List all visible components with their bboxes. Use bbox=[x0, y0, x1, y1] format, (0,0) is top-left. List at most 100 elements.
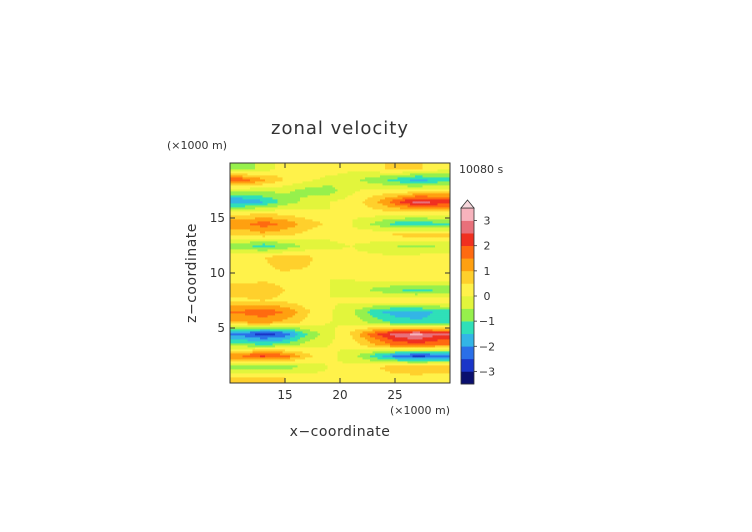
heatmap-cell bbox=[267, 309, 271, 312]
heatmap-cell bbox=[357, 273, 361, 276]
heatmap-cell bbox=[232, 291, 236, 294]
heatmap-cell bbox=[235, 281, 238, 284]
heatmap-cell bbox=[332, 349, 336, 352]
heatmap-cell bbox=[327, 345, 331, 348]
heatmap-cell bbox=[427, 311, 431, 314]
heatmap-cell bbox=[435, 307, 438, 310]
heatmap-cell bbox=[237, 291, 241, 294]
heatmap-cell bbox=[307, 313, 311, 316]
heatmap-cell bbox=[377, 359, 381, 362]
heatmap-cell bbox=[242, 297, 246, 300]
heatmap-cell bbox=[280, 375, 283, 378]
heatmap-cell bbox=[292, 279, 296, 282]
heatmap-cell bbox=[252, 271, 256, 274]
heatmap-cell bbox=[300, 275, 303, 278]
heatmap-cell bbox=[372, 375, 376, 378]
heatmap-cell bbox=[330, 273, 333, 276]
heatmap-cell bbox=[335, 271, 338, 274]
heatmap-cell bbox=[422, 277, 426, 280]
heatmap-cell bbox=[437, 333, 441, 336]
heatmap-cell bbox=[262, 329, 266, 332]
heatmap-cell bbox=[275, 307, 278, 310]
heatmap-cell bbox=[365, 293, 368, 296]
heatmap-cell bbox=[332, 301, 336, 304]
heatmap-cell bbox=[375, 319, 378, 322]
heatmap-cell bbox=[310, 279, 313, 282]
heatmap-cell bbox=[407, 365, 411, 368]
heatmap-cell bbox=[372, 355, 376, 358]
heatmap-cell bbox=[375, 301, 378, 304]
heatmap-cell bbox=[317, 299, 321, 302]
heatmap-cell bbox=[230, 371, 233, 374]
heatmap-cell bbox=[317, 291, 321, 294]
heatmap-cell bbox=[270, 333, 273, 336]
heatmap-cell bbox=[272, 313, 276, 316]
heatmap-cell bbox=[410, 345, 413, 348]
heatmap-cell bbox=[357, 275, 361, 278]
heatmap-cell bbox=[370, 309, 373, 312]
heatmap-cell bbox=[387, 327, 391, 330]
heatmap-cell bbox=[445, 333, 448, 336]
heatmap-cell bbox=[290, 337, 293, 340]
heatmap-cell bbox=[430, 271, 433, 274]
heatmap-cell bbox=[355, 373, 358, 376]
heatmap-cell bbox=[445, 305, 448, 308]
heatmap-cell bbox=[412, 323, 416, 326]
heatmap-cell bbox=[422, 335, 426, 338]
heatmap-cell bbox=[425, 285, 428, 288]
heatmap-cell bbox=[315, 327, 318, 330]
heatmap-cell bbox=[230, 295, 233, 298]
heatmap-cell bbox=[427, 313, 431, 316]
heatmap-cell bbox=[362, 317, 366, 320]
heatmap-cell bbox=[312, 343, 316, 346]
heatmap-cell bbox=[252, 327, 256, 330]
heatmap-cell bbox=[422, 349, 426, 352]
heatmap-cell bbox=[317, 379, 321, 382]
heatmap-cell bbox=[385, 317, 388, 320]
heatmap-cell bbox=[297, 277, 301, 280]
heatmap-cell bbox=[345, 335, 348, 338]
heatmap-cell bbox=[342, 331, 346, 334]
heatmap-cell bbox=[377, 339, 381, 342]
heatmap-cell bbox=[315, 337, 318, 340]
heatmap-cell bbox=[382, 367, 386, 370]
heatmap-cell bbox=[415, 339, 418, 342]
heatmap-cell bbox=[425, 295, 428, 298]
heatmap-cell bbox=[277, 305, 281, 308]
heatmap-cell bbox=[392, 359, 396, 362]
heatmap-cell bbox=[232, 323, 236, 326]
heatmap-cell bbox=[332, 295, 336, 298]
heatmap-cell bbox=[262, 367, 266, 370]
heatmap-cell bbox=[275, 275, 278, 278]
heatmap-cell bbox=[342, 357, 346, 360]
heatmap-cell bbox=[307, 349, 311, 352]
heatmap-cell bbox=[280, 293, 283, 296]
heatmap-cell bbox=[280, 297, 283, 300]
heatmap-cell bbox=[292, 369, 296, 372]
heatmap-cell bbox=[307, 303, 311, 306]
heatmap-cell bbox=[280, 321, 283, 324]
heatmap-cell bbox=[327, 371, 331, 374]
heatmap-cell bbox=[345, 309, 348, 312]
heatmap-cell bbox=[360, 381, 363, 384]
heatmap-cell bbox=[305, 379, 308, 382]
heatmap-cell bbox=[267, 277, 271, 280]
heatmap-cell bbox=[250, 373, 253, 376]
heatmap-cell bbox=[247, 273, 251, 276]
heatmap-cell bbox=[402, 337, 406, 340]
heatmap-cell bbox=[375, 271, 378, 274]
heatmap-cell bbox=[367, 359, 371, 362]
heatmap-cell bbox=[315, 309, 318, 312]
heatmap-cell bbox=[435, 377, 438, 380]
heatmap-cell bbox=[285, 295, 288, 298]
heatmap-cell bbox=[372, 321, 376, 324]
heatmap-cell bbox=[342, 297, 346, 300]
heatmap-cell bbox=[270, 361, 273, 364]
heatmap-cell bbox=[310, 297, 313, 300]
heatmap-cell bbox=[377, 327, 381, 330]
heatmap-cell bbox=[265, 341, 268, 344]
heatmap-cell bbox=[267, 339, 271, 342]
heatmap-cell bbox=[302, 355, 306, 358]
heatmap-cell bbox=[242, 369, 246, 372]
heatmap-cell bbox=[447, 341, 451, 344]
